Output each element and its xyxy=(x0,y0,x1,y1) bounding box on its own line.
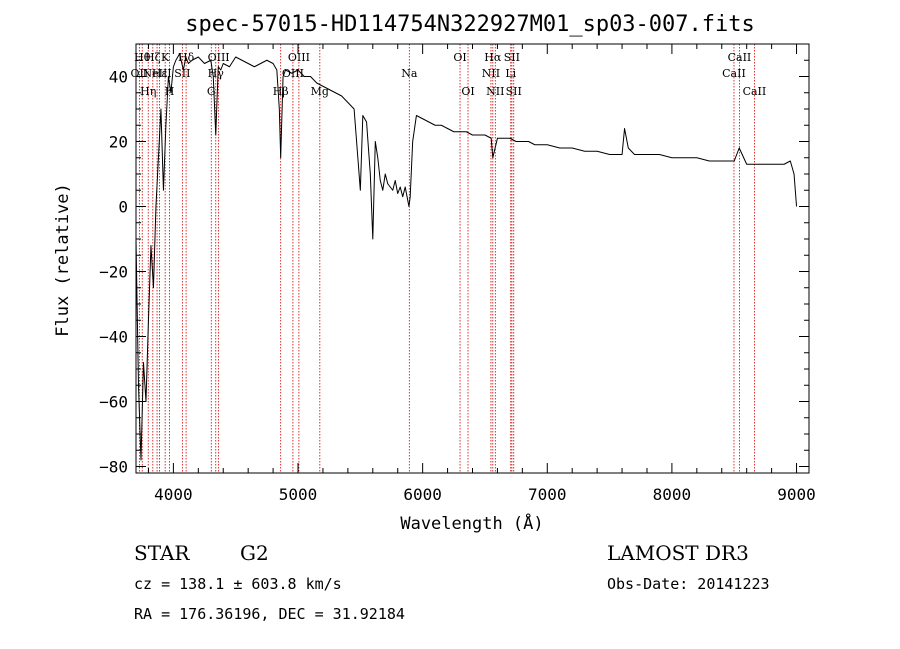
marker-label-16: Mg xyxy=(311,85,329,98)
plot-frame xyxy=(135,43,810,474)
marker-label-18: OI xyxy=(453,51,466,64)
y-tick-label-5: 20 xyxy=(109,133,128,152)
marker-label-15: OIII xyxy=(288,51,310,64)
series-layer xyxy=(135,53,798,461)
marker-label-12: OIII xyxy=(208,51,230,64)
x-tick-label-1: 5000 xyxy=(279,485,318,504)
redshift-text: cz = 138.1 ± 603.8 km/s xyxy=(134,575,342,593)
line-markers xyxy=(138,44,755,473)
y-tick-label-3: −20 xyxy=(99,263,128,282)
obs-date-text: Obs-Date: 20141223 xyxy=(607,575,770,593)
marker-label-14: OIII xyxy=(282,67,304,80)
x-axis: 4000 5000 6000 7000 8000 9000 xyxy=(147,44,816,504)
marker-label-11: Hγ xyxy=(208,67,225,80)
marker-label-7: H xyxy=(165,85,175,98)
x-tick-label-4: 8000 xyxy=(653,485,692,504)
subclass: G2 xyxy=(240,541,269,565)
y-axis: −80 −60 −40 −20 0 20 40 xyxy=(99,59,809,477)
coordinates-text: RA = 176.36196, DEC = 31.92184 xyxy=(134,605,405,623)
spectrum-line-0 xyxy=(135,53,798,461)
marker-label-3: Hζ xyxy=(145,51,161,64)
x-tick-label-2: 6000 xyxy=(403,485,442,504)
marker-label-24: SII xyxy=(504,51,520,64)
marker-label-13: Hβ xyxy=(273,85,289,98)
marker-label-9: Hδ xyxy=(178,51,195,64)
y-tick-label-0: −80 xyxy=(99,458,128,477)
marker-label-4: NeIII xyxy=(142,67,171,80)
survey-name: LAMOST DR3 xyxy=(607,541,749,565)
x-tick-label-5: 9000 xyxy=(777,485,816,504)
marker-label-20: NII xyxy=(482,67,500,80)
marker-label-17: Na xyxy=(401,67,418,80)
marker-label-28: CaII xyxy=(743,85,767,98)
x-axis-label: Wavelength (Å) xyxy=(400,512,543,534)
y-tick-label-4: 0 xyxy=(118,198,128,217)
marker-label-6: K xyxy=(161,51,170,64)
marker-label-10: G xyxy=(207,85,216,98)
marker-label-8: SII xyxy=(174,67,190,80)
marker-label-27: CaII xyxy=(728,51,752,64)
marker-label-22: NII xyxy=(486,85,504,98)
marker-label-1: Hθ xyxy=(134,51,151,64)
marker-label-5: Hε xyxy=(152,67,168,80)
chart-title: spec-57015-HD114754N322927M01_sp03-007.f… xyxy=(185,12,755,37)
y-tick-label-6: 40 xyxy=(109,68,128,87)
y-tick-label-2: −40 xyxy=(99,328,128,347)
marker-label-21: Hα xyxy=(484,51,502,64)
marker-label-19: OI xyxy=(461,85,474,98)
y-axis-label: Flux (relative) xyxy=(53,183,73,337)
x-tick-label-3: 7000 xyxy=(528,485,567,504)
y-tick-label-1: −60 xyxy=(99,393,128,412)
marker-label-23: Li xyxy=(505,67,516,80)
object-type: STAR xyxy=(134,541,190,565)
marker-label-25: SII xyxy=(506,85,522,98)
marker-label-26: CaII xyxy=(722,67,746,80)
marker-label-0: OII xyxy=(131,67,149,80)
marker-label-2: Hη xyxy=(140,85,156,98)
x-tick-label-0: 4000 xyxy=(154,485,193,504)
